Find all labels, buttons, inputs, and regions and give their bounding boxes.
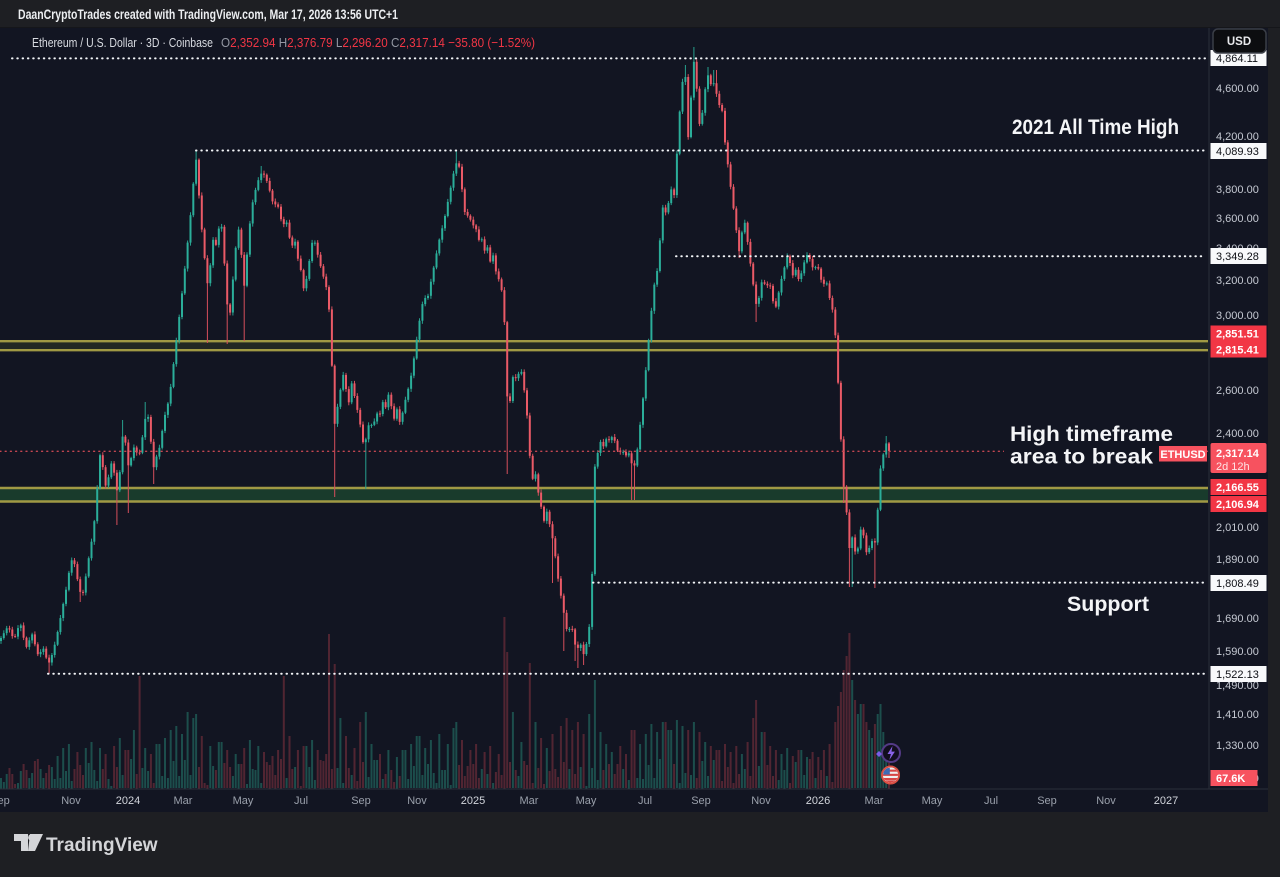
svg-text:4,089.93: 4,089.93	[1216, 146, 1259, 158]
svg-text:USD: USD	[1227, 36, 1251, 48]
svg-text:Sep: Sep	[691, 795, 711, 807]
svg-text:3,000.00: 3,000.00	[1216, 310, 1259, 322]
svg-text:O2,352.94 H2,376.79 L2,296.20: O2,352.94 H2,376.79 L2,296.20 C2,317.14 …	[221, 35, 535, 50]
svg-text:2026: 2026	[806, 795, 830, 807]
svg-text:2,317.14: 2,317.14	[1216, 448, 1260, 460]
svg-text:Nov: Nov	[1096, 795, 1116, 807]
svg-text:3,600.00: 3,600.00	[1216, 213, 1259, 225]
svg-text:2,400.00: 2,400.00	[1216, 428, 1259, 440]
svg-text:2,010.00: 2,010.00	[1216, 522, 1259, 534]
svg-text:May: May	[922, 795, 943, 807]
svg-text:1,522.13: 1,522.13	[1216, 669, 1259, 681]
svg-text:1,330.00: 1,330.00	[1216, 740, 1259, 752]
svg-text:2,851.51: 2,851.51	[1216, 329, 1259, 341]
svg-text:Mar: Mar	[520, 795, 539, 807]
svg-text:TradingView: TradingView	[46, 835, 158, 856]
svg-text:3,800.00: 3,800.00	[1216, 184, 1259, 196]
svg-text:2025: 2025	[461, 795, 485, 807]
svg-text:Mar: Mar	[865, 795, 884, 807]
svg-text:4,200.00: 4,200.00	[1216, 131, 1259, 143]
svg-text:1,490.00: 1,490.00	[1216, 680, 1259, 692]
svg-text:area to break: area to break	[1010, 446, 1153, 469]
svg-text:Jul: Jul	[294, 795, 308, 807]
svg-text:Jul: Jul	[638, 795, 652, 807]
svg-text:4,600.00: 4,600.00	[1216, 83, 1259, 95]
svg-text:2021 All Time High: 2021 All Time High	[1012, 116, 1179, 139]
svg-text:3,349.28: 3,349.28	[1216, 251, 1259, 263]
svg-text:Sep: Sep	[1037, 795, 1057, 807]
svg-text:High timeframe: High timeframe	[1010, 423, 1173, 446]
svg-text:Nov: Nov	[61, 795, 81, 807]
svg-text:3,200.00: 3,200.00	[1216, 275, 1259, 287]
svg-text:Sep: Sep	[0, 795, 10, 807]
svg-text:May: May	[576, 795, 597, 807]
svg-text:DaanCryptoTrades created with: DaanCryptoTrades created with TradingVie…	[18, 7, 398, 22]
svg-text:Jul: Jul	[984, 795, 998, 807]
svg-text:2,815.41: 2,815.41	[1216, 345, 1259, 357]
svg-text:1,890.00: 1,890.00	[1216, 554, 1259, 566]
svg-text:2,166.55: 2,166.55	[1216, 482, 1259, 494]
svg-text:May: May	[233, 795, 254, 807]
svg-text:2,600.00: 2,600.00	[1216, 385, 1259, 397]
svg-text:1,590.00: 1,590.00	[1216, 646, 1259, 658]
svg-text:2,106.94: 2,106.94	[1216, 499, 1260, 511]
svg-text:4,864.11: 4,864.11	[1216, 53, 1258, 65]
svg-text:Nov: Nov	[407, 795, 427, 807]
svg-text:ETHUSD: ETHUSD	[1160, 449, 1205, 461]
svg-text:67.6K: 67.6K	[1216, 773, 1245, 785]
svg-text:1,808.49: 1,808.49	[1216, 578, 1259, 590]
svg-text:2d 12h: 2d 12h	[1216, 461, 1250, 473]
svg-text:Nov: Nov	[751, 795, 771, 807]
svg-text:Sep: Sep	[351, 795, 371, 807]
svg-text:2024: 2024	[116, 795, 140, 807]
svg-text:Support: Support	[1067, 593, 1149, 616]
svg-text:Mar: Mar	[174, 795, 193, 807]
svg-text:1,410.00: 1,410.00	[1216, 709, 1259, 721]
svg-text:1,690.00: 1,690.00	[1216, 613, 1259, 625]
svg-text:Ethereum / U.S. Dollar · 3D ·: Ethereum / U.S. Dollar · 3D · Coinbase	[32, 35, 213, 50]
svg-text:2027: 2027	[1154, 795, 1178, 807]
